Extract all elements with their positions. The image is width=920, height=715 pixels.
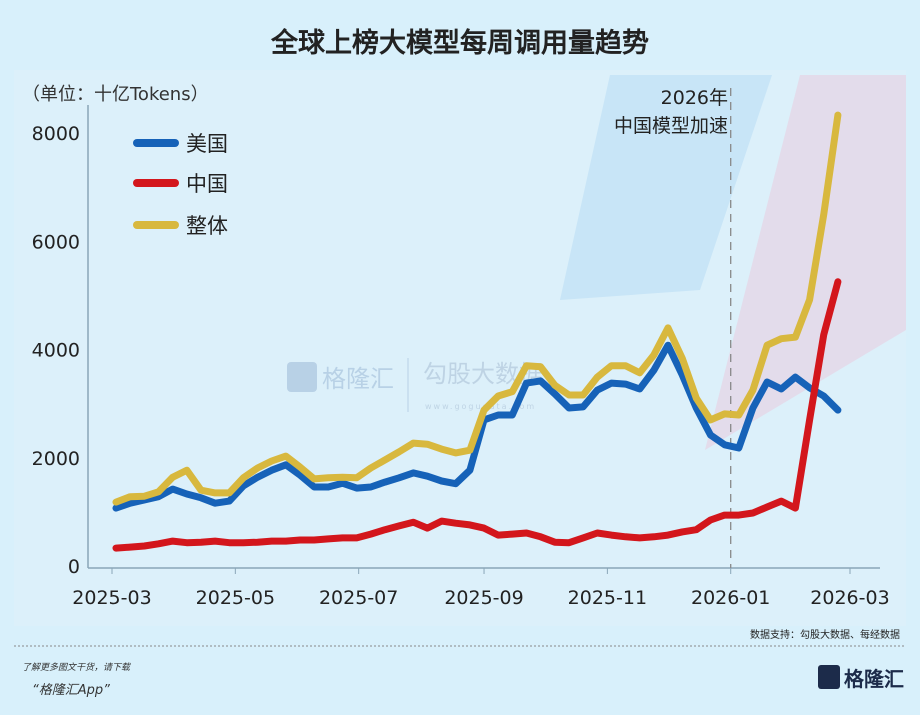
x-tick-label: 2026-01 (691, 587, 770, 609)
brand-logo: 格隆汇 (818, 665, 904, 691)
y-tick-label: 4000 (32, 340, 80, 362)
legend-label: 中国 (186, 172, 228, 196)
watermark-url: www.gogudata.com (425, 402, 536, 411)
highlight-band-pink (705, 75, 906, 450)
chart-title: 全球上榜大模型每周调用量趋势 (270, 27, 649, 59)
x-tick-label: 2025-09 (444, 587, 523, 609)
legend-label: 美国 (186, 132, 228, 156)
y-tick-label: 0 (68, 556, 80, 578)
series-line-2 (112, 111, 842, 506)
x-tick-label: 2026-03 (810, 587, 889, 609)
x-tick-label: 2025-07 (319, 587, 398, 609)
x-tick-label: 2025-05 (196, 587, 275, 609)
watermark-brand: 格隆汇 (322, 365, 394, 393)
annotation-line-1: 2026年 (661, 87, 728, 109)
watermark-logo-icon (287, 362, 317, 392)
promo-line-2: “格隆汇App” (32, 683, 110, 698)
promo-line-1: 了解更多图文干货，请下载 (22, 662, 131, 673)
series-line-1 (112, 278, 842, 552)
y-tick-label: 6000 (32, 231, 80, 253)
legend-label: 整体 (186, 214, 228, 238)
series-line-0 (112, 341, 842, 512)
annotation-line-2: 中国模型加速 (614, 115, 728, 137)
unit-label: （单位：十亿Tokens） (22, 84, 209, 105)
data-source: 数据支持：勾股大数据、每经数据 (750, 628, 900, 641)
y-tick-label: 2000 (32, 448, 80, 470)
highlight-band-blue (560, 75, 772, 300)
y-tick-label: 8000 (32, 123, 80, 145)
x-tick-label: 2025-03 (72, 587, 151, 609)
x-tick-label: 2025-11 (568, 587, 647, 609)
brand-logo-icon (818, 665, 840, 689)
brand-logo-text: 格隆汇 (844, 667, 904, 691)
